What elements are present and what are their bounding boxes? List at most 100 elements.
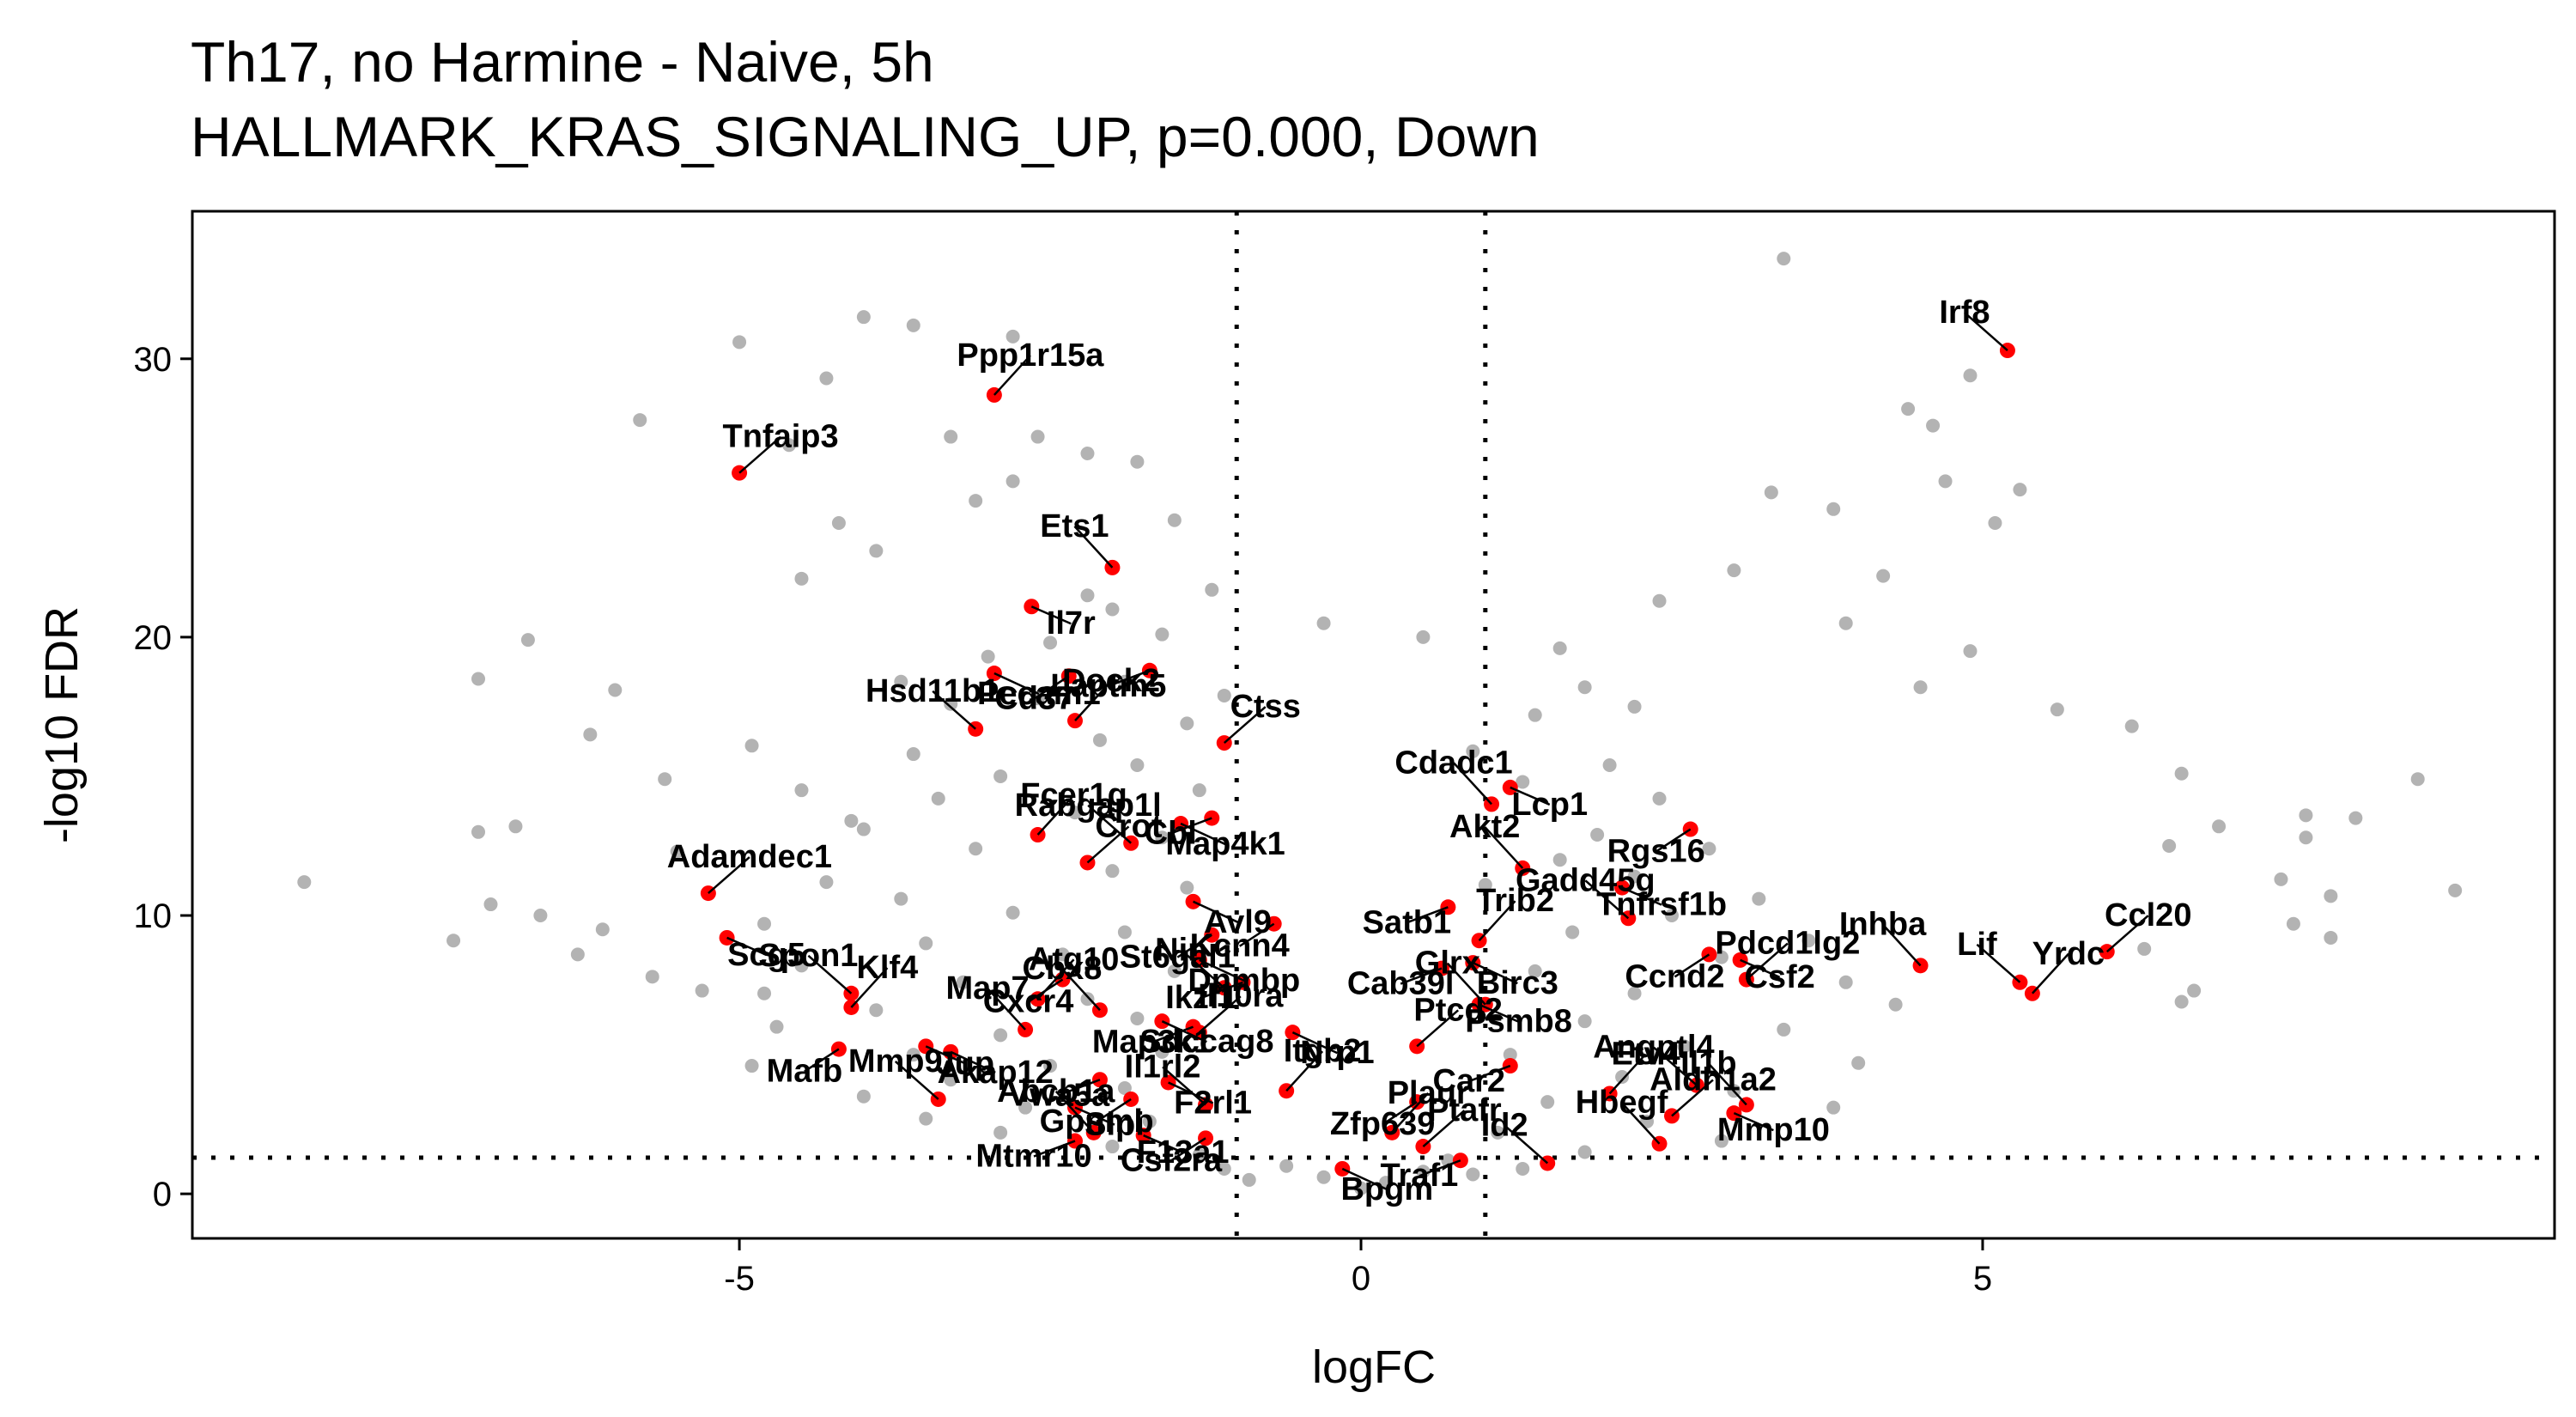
gene-point-background — [2174, 766, 2189, 781]
label-leader-line — [1653, 1046, 1698, 1086]
label-leader-line — [738, 435, 781, 474]
gene-label-ets1: Ets1 — [1040, 508, 1109, 544]
gene-point-background — [769, 1019, 784, 1034]
gene-point-background — [2274, 872, 2288, 886]
gene-label-angptl4: Angptl4 — [1593, 1030, 1714, 1066]
label-leader-line — [1087, 804, 1132, 844]
label-leader-line — [1223, 706, 1267, 745]
label-leader-line — [1199, 958, 1245, 982]
gene-point-background — [1155, 830, 1170, 845]
gene-point-background — [906, 747, 920, 762]
gene-point-background — [819, 371, 834, 386]
gene-point-background — [1005, 474, 1020, 489]
label-leader-line — [1453, 762, 1492, 806]
gene-point-background — [1354, 1181, 1369, 1195]
gene-label-gadd45g: Gadd45g — [1516, 862, 1656, 898]
gene-point-background — [1888, 997, 1903, 1012]
gene-point-background — [1416, 629, 1431, 644]
gene-point-background — [1142, 1114, 1157, 1128]
gene-label-klf4: Klf4 — [856, 950, 918, 986]
gene-label-ikzf1: Ikzf1 — [1165, 980, 1237, 1016]
gene-point-background — [695, 983, 709, 998]
label-leader-line — [932, 690, 976, 730]
gene-point-background — [1516, 775, 1530, 789]
gene-point-background — [931, 791, 945, 806]
gene-point-background — [1838, 975, 1853, 989]
gene-point-background — [1117, 1080, 1132, 1095]
gene-label-fcer1g: Fcer1g — [1020, 777, 1127, 813]
gene-point-background — [1180, 880, 1194, 895]
gene-point-background — [297, 875, 312, 890]
gene-point-background — [856, 822, 871, 836]
gene-point-background — [1491, 1125, 1505, 1140]
label-leader-line — [1143, 1134, 1184, 1154]
gene-label-car2: Car2 — [1433, 1063, 1506, 1099]
y-tick-label: 30 — [134, 341, 173, 379]
gene-point-background — [744, 739, 759, 753]
gene-point-background — [1167, 964, 1182, 978]
gene-point-background — [1043, 1059, 1058, 1073]
gene-point-background — [1876, 569, 1891, 583]
label-leader-line — [1058, 1079, 1101, 1097]
label-leader-line — [1976, 943, 2021, 983]
gene-point-background — [894, 674, 908, 689]
gene-label-tnfaip3: Tnfaip3 — [723, 419, 839, 455]
gene-point-background — [2299, 830, 2313, 845]
gene-label-f13a1: F13a1 — [1137, 1134, 1230, 1171]
gene-point-background — [1627, 699, 1642, 714]
label-leader-line — [1382, 1101, 1418, 1126]
gene-label-hbegf: Hbegf — [1576, 1085, 1668, 1121]
gene-label-hsd11b1: Hsd11b1 — [866, 673, 999, 709]
gene-label-lif: Lif — [1957, 927, 1997, 963]
gene-point-background — [1901, 402, 1916, 417]
gene-label-mmp10: Mmp10 — [1717, 1112, 1830, 1148]
gene-point-background — [1552, 641, 1567, 655]
gene-point-background — [1080, 446, 1095, 460]
label-leader-line — [2105, 915, 2149, 953]
label-leader-line — [894, 1061, 939, 1100]
gene-point-background — [1577, 1145, 1592, 1159]
gene-label-il7r: Il7r — [1047, 605, 1096, 642]
gene-labels: Irf8 Ppp1r15a Tnfaip3 Ets1 Il7r Cd37Pecam1Lap… — [667, 295, 2192, 1207]
gene-label-traf1: Traf1 — [1380, 1158, 1458, 1194]
gene-point-background — [1080, 588, 1095, 603]
gene-label-dock2: Dock2 — [1062, 663, 1160, 699]
gene-point-background — [658, 772, 672, 787]
gene-point-background — [1217, 1161, 1231, 1176]
gene-label-cd37: Cd37 — [994, 680, 1074, 716]
label-leader-line — [1733, 1112, 1774, 1132]
gene-label-bpgm: Bpgm — [1340, 1171, 1433, 1207]
gene-point-background — [447, 934, 461, 948]
label-leader-line — [1419, 1159, 1461, 1177]
gene-label-sdccag8: Sdccag8 — [1139, 1024, 1273, 1060]
gene-point-background — [1851, 1055, 1866, 1070]
gene-point-background — [981, 649, 995, 664]
gene-point-background — [1615, 1070, 1630, 1085]
gene-point-background — [1752, 891, 1766, 906]
gene-point-background — [1030, 429, 1045, 444]
y-axis-ticks: 0 10 20 30 — [134, 341, 192, 1213]
chart-subtitle: HALLMARK_KRAS_SIGNALING_UP, p=0.000, Dow… — [191, 105, 1540, 168]
gene-point-background — [608, 683, 623, 697]
gene-point-background — [1205, 582, 1219, 597]
gene-label-cab39l: Cab39l — [1347, 966, 1455, 1002]
gene-point-background — [944, 1073, 958, 1087]
label-leader-line — [1341, 1167, 1388, 1191]
label-leader-line — [1468, 1064, 1511, 1083]
label-leader-line — [1033, 1140, 1076, 1158]
label-leader-line — [1291, 1031, 1338, 1055]
label-leader-line — [1472, 961, 1518, 985]
gene-point-background — [1478, 878, 1492, 892]
label-leader-line — [1674, 953, 1710, 978]
label-leader-line — [1406, 906, 1449, 924]
gene-label-vwa5a: Vwa5a — [1008, 1077, 1110, 1113]
gene-label-ptcd2: Ptcd2 — [1413, 992, 1502, 1028]
gene-point-background — [732, 335, 747, 350]
gene-point-background — [1528, 708, 1542, 722]
label-leader-line — [1193, 900, 1239, 923]
label-leader-line — [1151, 1025, 1194, 1043]
gene-label-akap12: Akap12 — [938, 1055, 1054, 1091]
gene-point-background — [1926, 418, 1941, 433]
gene-label-ctss: Ctss — [1230, 689, 1301, 725]
label-leader-line — [1478, 900, 1516, 942]
